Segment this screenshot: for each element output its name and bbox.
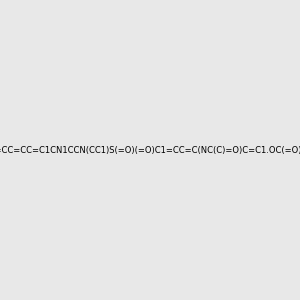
Text: CCOC1=CC=CC=C1CN1CCN(CC1)S(=O)(=O)C1=CC=C(NC(C)=O)C=C1.OC(=O)C(O)=O: CCOC1=CC=CC=C1CN1CCN(CC1)S(=O)(=O)C1=CC=… (0, 146, 300, 154)
